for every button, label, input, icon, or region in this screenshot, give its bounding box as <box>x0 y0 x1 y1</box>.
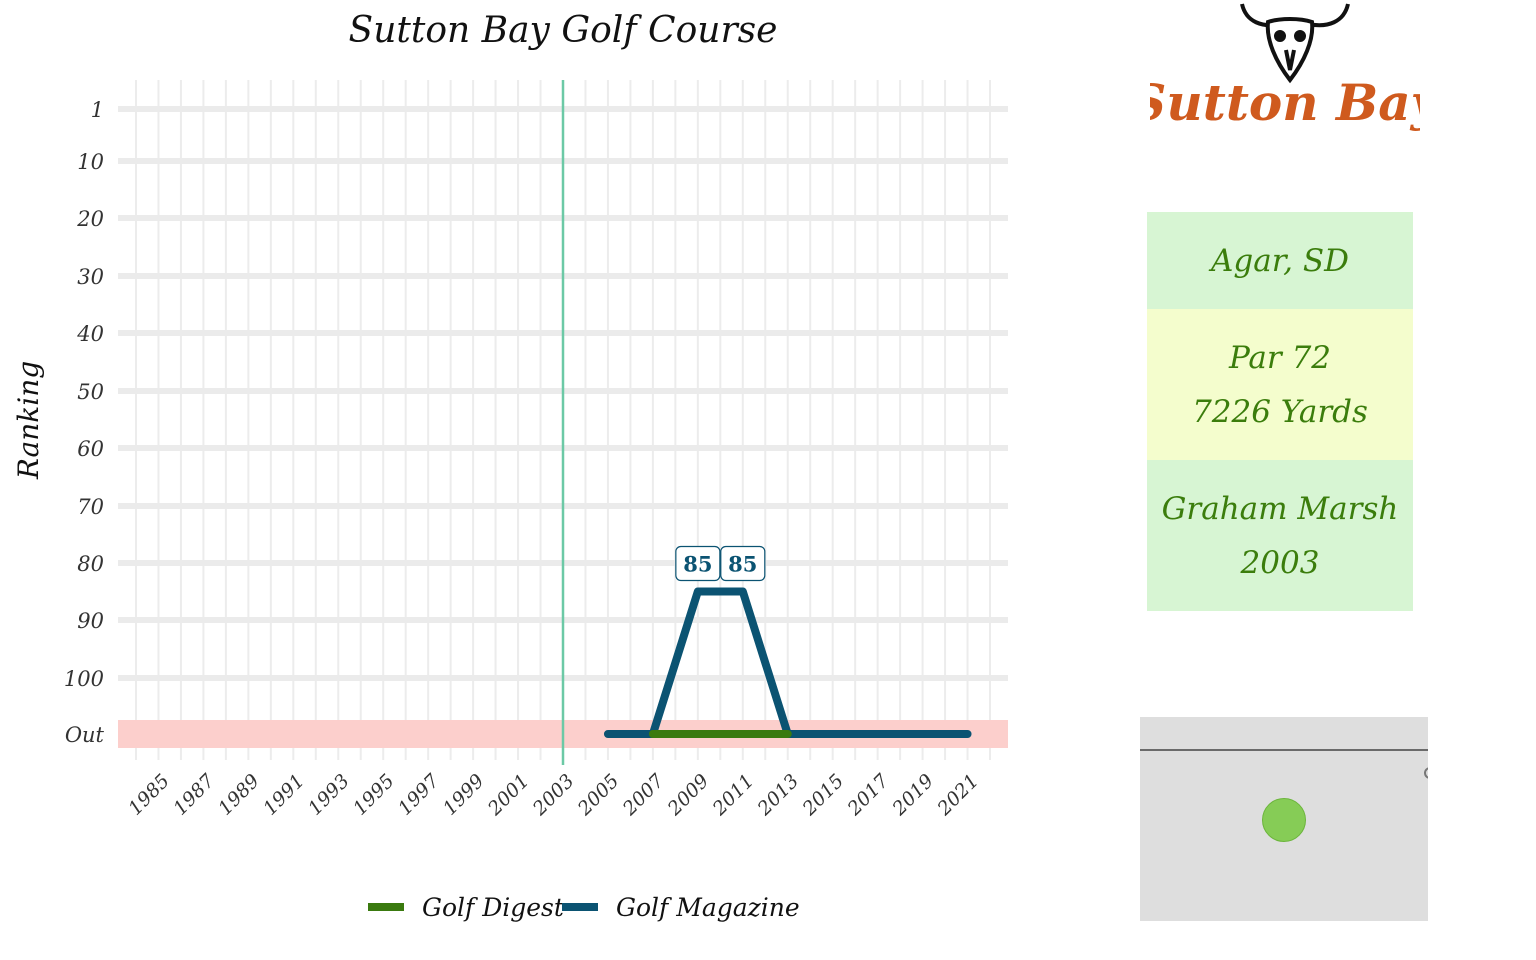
map-road-marker <box>1424 767 1428 779</box>
data-labels: 85 85 <box>675 545 766 582</box>
x-tick-label: 1997 <box>394 769 444 819</box>
x-tick-label: 2007 <box>618 769 669 820</box>
y-tick-label: 20 <box>76 207 104 231</box>
x-tick-label: 2021 <box>933 770 983 820</box>
y-tick-label: 50 <box>77 380 104 404</box>
data-label: 85 <box>720 545 766 582</box>
course-location-marker[interactable] <box>1262 798 1306 842</box>
x-tick-label: 2017 <box>843 769 894 820</box>
data-label: 85 <box>675 545 721 582</box>
architect-text: Graham Marsh <box>1161 490 1399 527</box>
bull-skull-icon <box>1240 3 1350 84</box>
par-text: Par 72 <box>1228 339 1332 376</box>
legend-label-golf-digest: Golf Digest <box>422 893 565 922</box>
location-text: Agar, SD <box>1211 242 1349 279</box>
data-label-value: 85 <box>728 552 757 577</box>
x-tick-label: 1987 <box>169 769 219 819</box>
x-tick-label: 2011 <box>708 770 758 820</box>
map-road <box>1140 749 1428 751</box>
legend: Golf Digest Golf Magazine <box>368 893 800 922</box>
x-tick-label: 1995 <box>349 770 399 820</box>
year-text: 2003 <box>1240 544 1320 581</box>
x-tick-label: 2001 <box>483 770 533 820</box>
x-tick-label: 2003 <box>528 770 578 820</box>
location-cell: Agar, SD <box>1147 212 1413 309</box>
par-yards-cell: Par 72 7226 Yards <box>1147 309 1413 460</box>
y-tick-labels: 1 10 20 30 40 50 60 70 80 90 100 Out <box>64 98 105 747</box>
yards-text: 7226 Yards <box>1192 393 1368 430</box>
series-lines <box>603 587 972 738</box>
data-label-box <box>675 545 721 582</box>
y-tick-label: Out <box>65 723 105 747</box>
architect-cell: Graham Marsh 2003 <box>1147 460 1413 611</box>
legend-label-golf-magazine: Golf Magazine <box>616 893 800 922</box>
y-tick-label: 100 <box>64 667 104 691</box>
y-axis-label: Ranking <box>12 361 45 480</box>
y-tick-label: 1 <box>91 98 104 122</box>
y-tick-label: 90 <box>77 609 104 633</box>
x-tick-label: 2019 <box>888 770 938 820</box>
x-tick-label: 2015 <box>798 770 848 820</box>
y-tick-label: 70 <box>77 495 104 519</box>
x-tick-label: 1993 <box>304 770 354 820</box>
location-map[interactable] <box>1140 717 1428 921</box>
x-tick-label: 1985 <box>124 770 174 820</box>
logo-wordmark: Sutton Bay <box>1150 73 1420 132</box>
data-label-box <box>720 545 766 582</box>
sutton-bay-logo: Sutton Bay <box>1150 3 1420 132</box>
chart-title: Sutton Bay Golf Course <box>349 10 778 51</box>
x-tick-label: 2005 <box>573 770 623 820</box>
course-info-panel: Agar, SD Par 72 7226 Yards Graham Marsh … <box>1147 212 1413 611</box>
y-tick-label: 10 <box>77 150 104 174</box>
x-tick-label: 1989 <box>214 770 264 820</box>
x-tick-labels: 1985198719891991199319951997199920012003… <box>124 769 983 820</box>
y-tick-label: 80 <box>77 552 104 576</box>
x-tick-label: 1991 <box>259 770 309 820</box>
x-tick-label: 2013 <box>753 770 803 820</box>
y-tick-label: 40 <box>76 322 104 346</box>
data-label-value: 85 <box>683 552 712 577</box>
x-tick-label: 1999 <box>439 770 489 820</box>
y-tick-label: 30 <box>77 265 104 289</box>
y-tick-label: 60 <box>77 437 104 461</box>
x-tick-label: 2009 <box>663 770 713 820</box>
